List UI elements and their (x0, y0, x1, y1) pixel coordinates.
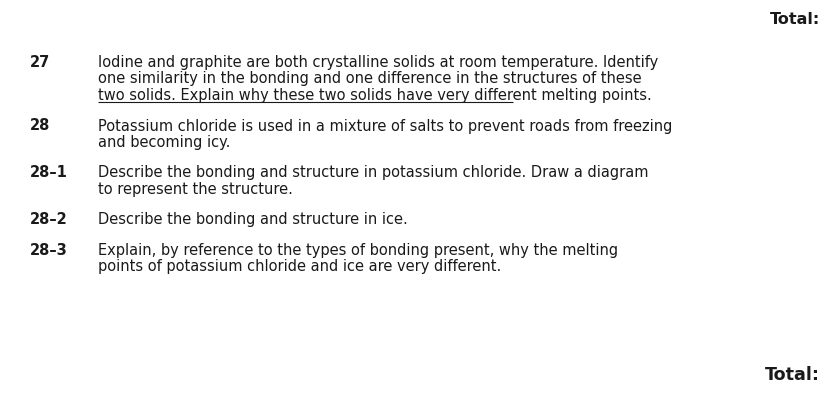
Text: to represent the structure.: to represent the structure. (98, 182, 293, 196)
Text: 27: 27 (30, 55, 51, 70)
Text: Iodine and graphite are both crystalline solids at room temperature. Identify: Iodine and graphite are both crystalline… (98, 55, 658, 70)
Text: points of potassium chloride and ice are very different.: points of potassium chloride and ice are… (98, 259, 501, 274)
Text: Total:: Total: (765, 365, 820, 383)
Text: Potassium chloride is used in a mixture of salts to prevent roads from freezing: Potassium chloride is used in a mixture … (98, 118, 672, 133)
Text: 28–1: 28–1 (30, 165, 68, 180)
Text: and becoming icy.: and becoming icy. (98, 135, 231, 150)
Text: Describe the bonding and structure in ice.: Describe the bonding and structure in ic… (98, 212, 408, 227)
Text: two solids. Explain why these two solids have very different melting points.: two solids. Explain why these two solids… (98, 88, 652, 103)
Text: 28–3: 28–3 (30, 242, 68, 257)
Text: Describe the bonding and structure in potassium chloride. Draw a diagram: Describe the bonding and structure in po… (98, 165, 648, 180)
Text: Explain, by reference to the types of bonding present, why the melting: Explain, by reference to the types of bo… (98, 242, 618, 257)
Text: 28–2: 28–2 (30, 212, 68, 227)
Text: Total:: Total: (769, 12, 820, 27)
Text: 28: 28 (30, 118, 51, 133)
Text: one similarity in the bonding and one difference in the structures of these: one similarity in the bonding and one di… (98, 71, 642, 86)
